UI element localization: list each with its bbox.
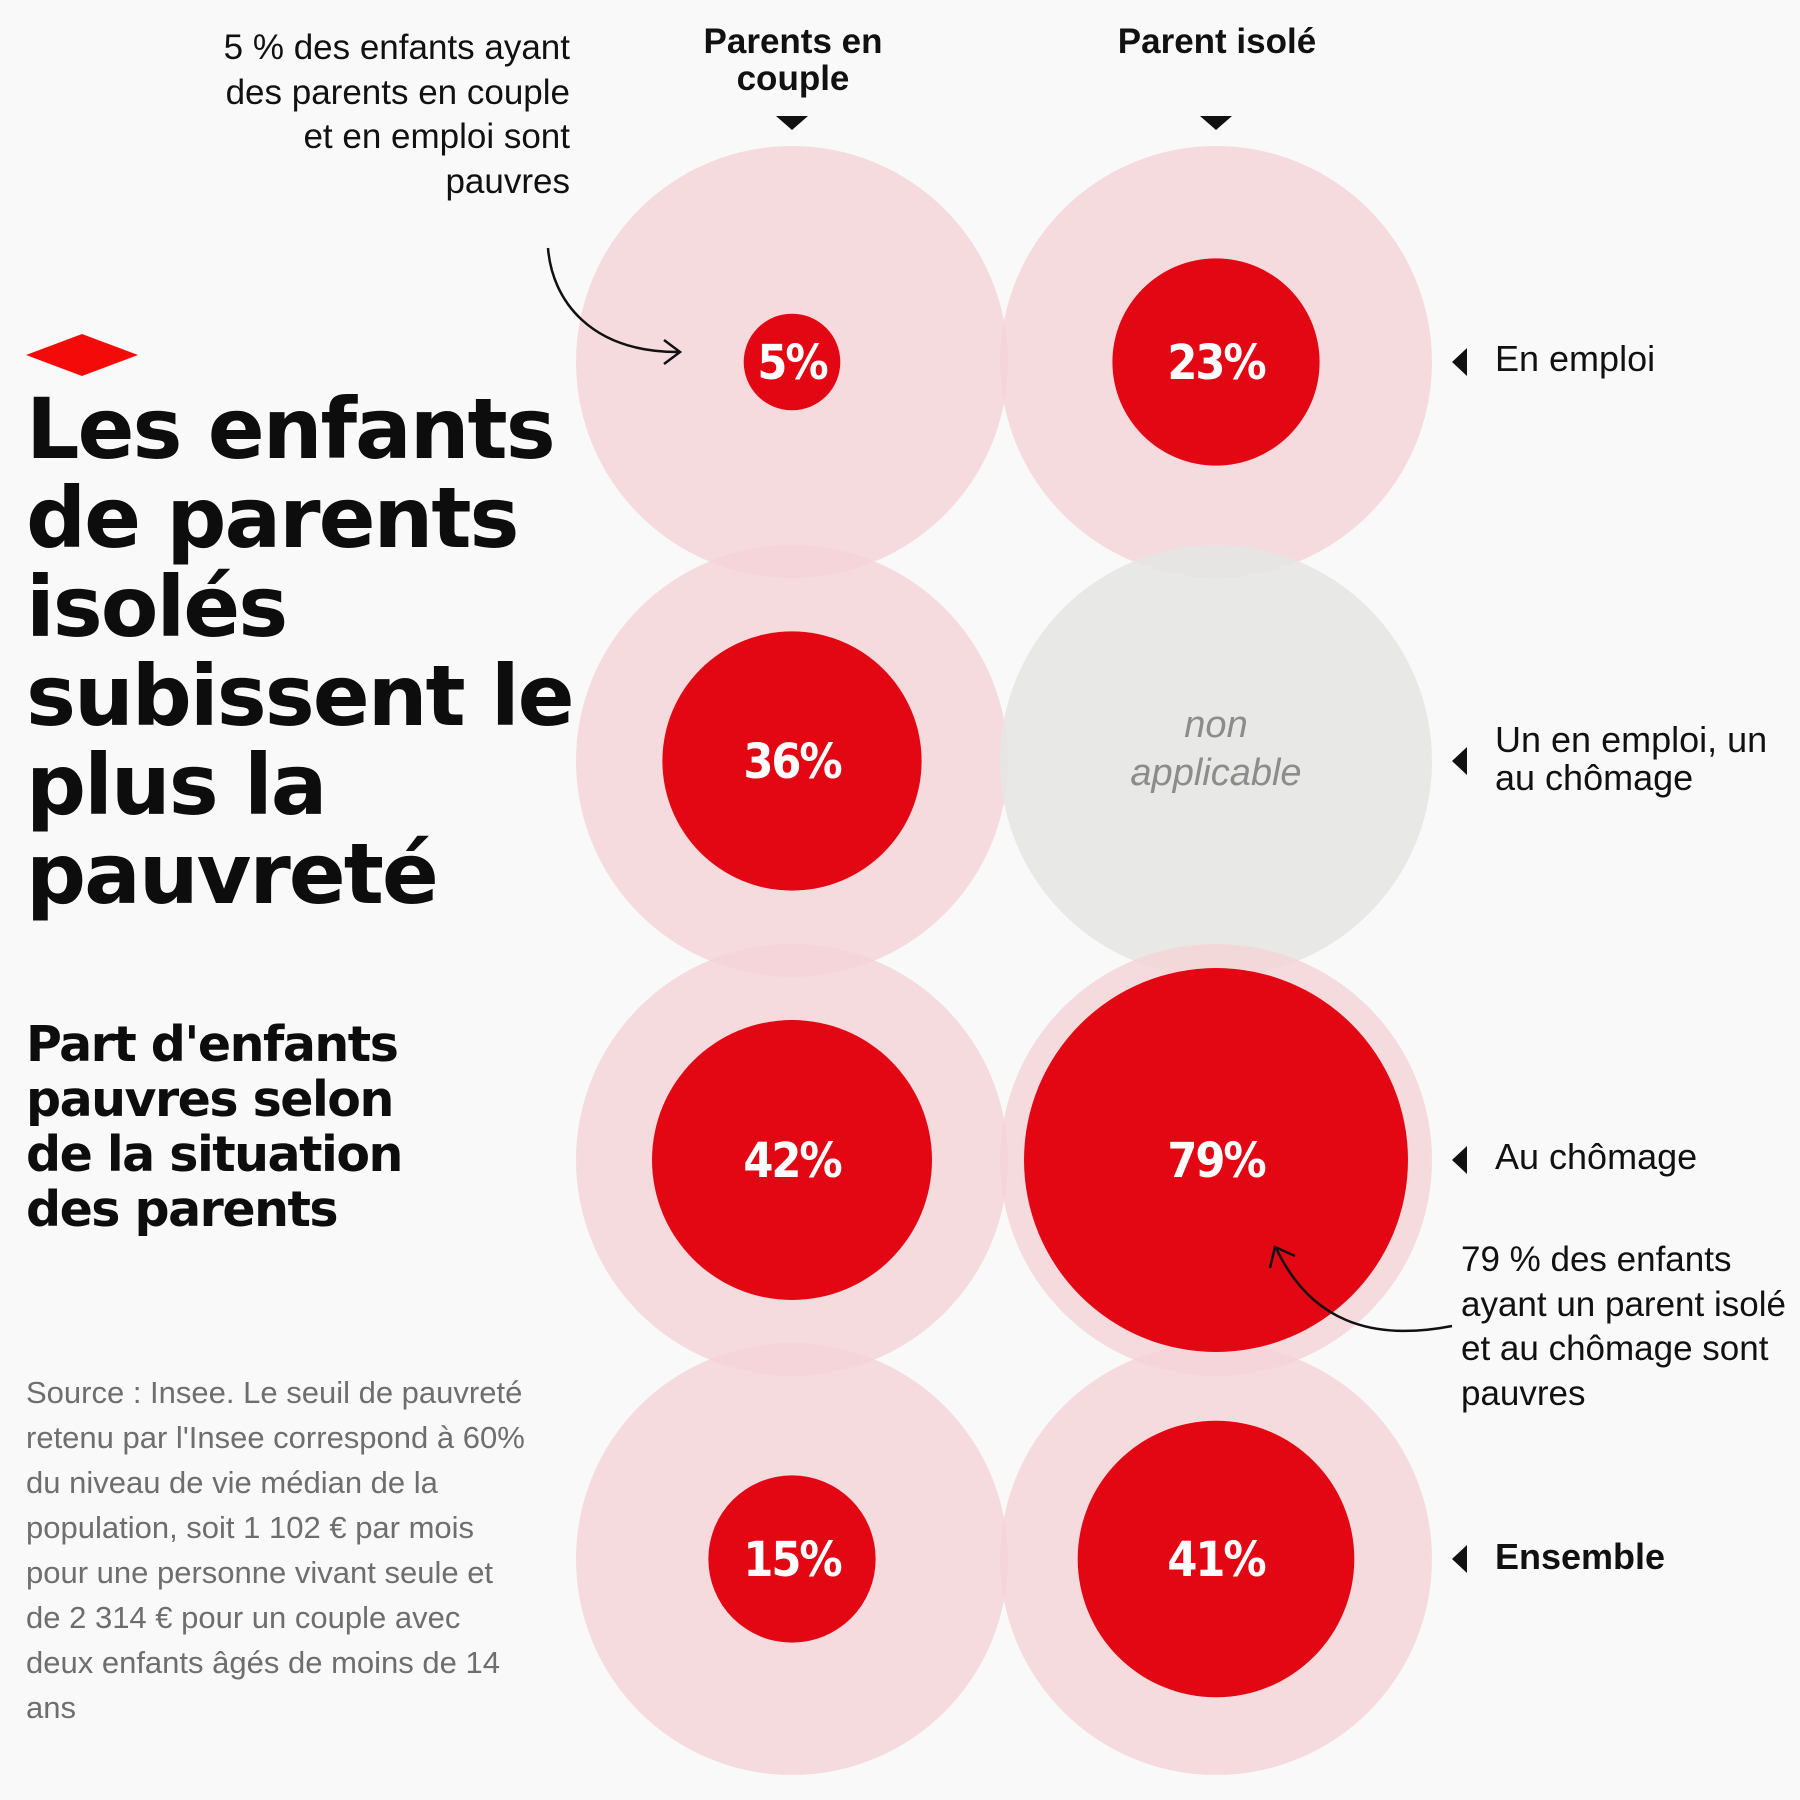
value-circle [1112,258,1320,466]
left-arrow-icon [1452,1146,1467,1174]
value-label: 36% [743,734,841,790]
chart-subtitle: Part d'enfants pauvres selon de la situa… [26,1016,403,1238]
value-circle [743,313,841,411]
row-label-en-emploi: En emploi [1495,338,1656,379]
down-arrow-icon [776,116,808,130]
down-arrow-icon [1200,116,1232,130]
chart-title: Les enfants de parents isolés subissent … [26,380,575,923]
row-label-au-chomage: Au chômage [1495,1136,1698,1177]
value-circle [662,631,922,891]
column-header-couple: Parents en couple [703,22,883,98]
left-arrow-icon [1452,747,1467,775]
value-circle [1024,968,1408,1352]
value-label: 79% [1167,1133,1265,1189]
annotation-arrowhead-icon [1268,1245,1296,1269]
value-label: 5% [757,335,827,391]
left-arrow-icon [1452,348,1467,376]
value-label: 23% [1167,335,1265,391]
value-circle [1077,1420,1355,1698]
column-header-isole: Parent isolé [1117,22,1317,61]
value-label: 41% [1167,1532,1265,1588]
value-circle [708,1475,876,1643]
value-circle [652,1020,932,1300]
annotation-top: 5 % des enfants ayant des parents en cou… [223,28,570,201]
value-label: 15% [743,1532,841,1588]
annotation-arrowhead-icon [663,339,683,365]
source-note: Source : Insee. Le seuil de pauvreté ret… [26,1375,525,1725]
value-label: 42% [743,1133,841,1189]
annotation-connector [546,247,679,354]
brand-logo [26,334,138,376]
row-label-un-en-emploi: Un en emploi, un au chômage [1495,719,1768,798]
annotation-bottom: 79 % des enfants ayant un parent isolé e… [1461,1240,1786,1413]
annotation-connector [1274,1247,1453,1333]
halo-circle [1000,545,1432,977]
row-label-ensemble: Ensemble [1495,1536,1666,1577]
not-applicable-label: applicable [1130,752,1301,794]
left-arrow-icon [1452,1545,1467,1573]
not-applicable-label: non [1184,704,1247,746]
